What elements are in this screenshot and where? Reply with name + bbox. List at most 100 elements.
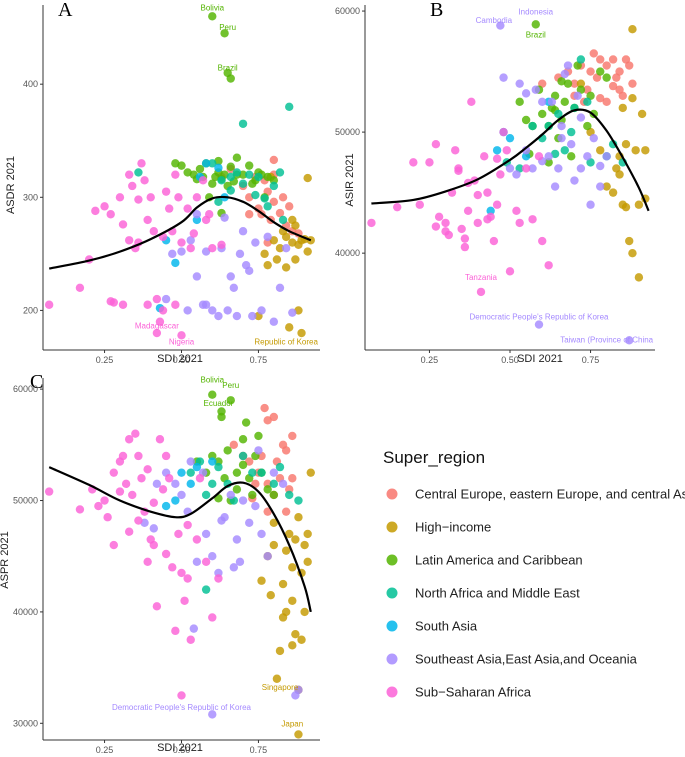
x-tick-label: 0.50 (173, 745, 191, 755)
data-point-se (186, 236, 195, 245)
data-point-se (223, 306, 232, 315)
data-point-ss (146, 193, 155, 202)
y-tick-label: 300 (23, 192, 38, 202)
data-point-hi (275, 243, 285, 253)
data-point-se (512, 170, 521, 179)
data-point-na (260, 194, 269, 203)
data-point-hi (618, 103, 627, 113)
data-point-se (201, 247, 211, 256)
data-point-hi (257, 576, 266, 585)
data-point-se (248, 311, 257, 321)
data-point-ss (124, 435, 134, 444)
data-point-hi (628, 25, 637, 34)
data-point-ss (208, 613, 217, 622)
data-point-ss (217, 240, 226, 250)
x-tick-label: 0.75 (250, 745, 268, 755)
data-point-se (251, 238, 260, 247)
data-point-hi (625, 236, 634, 246)
data-point-ss (174, 529, 183, 539)
data-point-hi (288, 563, 297, 572)
point-annotation: Republic of Korea (254, 337, 318, 346)
data-point-la (208, 12, 217, 21)
data-point-se (192, 272, 202, 281)
data-point-hi (303, 557, 312, 566)
data-point-sa (186, 479, 195, 489)
data-point-na (245, 170, 254, 179)
data-point-se (229, 283, 239, 292)
x-tick-label: 0.25 (96, 355, 114, 365)
data-point-se (201, 529, 211, 539)
x-tick-label: 0.25 (421, 355, 439, 365)
data-point-sa (171, 496, 180, 505)
data-point-hi (272, 255, 282, 264)
legend-label: Sub−Saharan Africa (415, 685, 532, 700)
data-point-hi (291, 629, 300, 639)
data-point-ss (131, 429, 140, 438)
data-point-se (161, 294, 171, 304)
data-point-ss (171, 626, 180, 636)
data-point-se (602, 152, 611, 161)
data-point-la (232, 468, 242, 477)
data-point-na (232, 168, 242, 177)
panel-b-xlabel: SDI 2021 (517, 353, 563, 365)
data-point-ce (263, 416, 272, 425)
data-point-na (285, 490, 294, 500)
data-point-se (499, 73, 508, 82)
y-tick-label: 40000 (335, 248, 360, 258)
data-point-la (177, 161, 186, 170)
data-point-ss (174, 193, 183, 202)
panel-b-ylabel: ASIR 2021 (344, 153, 356, 206)
data-point-hi (291, 255, 300, 264)
data-point-ss (137, 159, 146, 168)
data-point-hi (631, 146, 640, 155)
data-point-ce (260, 403, 269, 413)
data-point-ss (75, 283, 85, 292)
data-point-ss (158, 306, 168, 315)
data-point-ss (171, 170, 180, 179)
data-point-na (251, 190, 260, 200)
data-point-la (263, 172, 272, 182)
data-point-hi (285, 323, 294, 332)
panel-c: C 0.25 0.50 0.75 30000 40000 50000 60000 SDI 2… (0, 371, 320, 755)
data-point-se (576, 113, 586, 122)
data-point-ss (505, 267, 515, 276)
data-point-ss (496, 170, 505, 179)
data-point-hi (288, 596, 297, 605)
data-point-sa (161, 501, 171, 511)
x-tick-label: 0.75 (250, 355, 268, 365)
data-point-ce (288, 431, 297, 441)
data-point-ss (161, 451, 171, 461)
legend-label: South Asia (415, 619, 478, 634)
data-point-se (257, 306, 266, 315)
data-point-se (281, 243, 291, 253)
data-point-se (254, 446, 263, 455)
data-point-ss (183, 520, 192, 530)
data-point-se (505, 164, 515, 173)
data-point-sa (208, 457, 217, 466)
data-point-ss (528, 215, 537, 224)
data-point-ss (451, 146, 460, 155)
data-point-ce (245, 457, 254, 466)
data-point-se (235, 557, 245, 566)
legend-label: Southeast Asia,East Asia,and Oceania (415, 652, 638, 667)
data-point-ce (229, 440, 239, 450)
data-point-na (263, 202, 272, 211)
data-point-ss (124, 527, 134, 536)
data-point-se (149, 524, 158, 533)
data-point-se (208, 552, 217, 561)
data-point-hi (294, 513, 303, 522)
y-tick-label: 30000 (13, 718, 38, 728)
data-point-se (596, 182, 605, 191)
data-point-ce (269, 155, 279, 165)
data-point-ss (149, 498, 158, 507)
point-annotation: Democratic People's Republic of Korea (112, 703, 251, 712)
legend-key-se (386, 653, 398, 665)
data-point-ss (538, 236, 547, 246)
panel-c-letter: C (30, 371, 43, 393)
data-point-ss (177, 691, 186, 700)
data-point-se (257, 529, 266, 539)
data-point-na (285, 102, 294, 112)
data-point-na (248, 468, 257, 477)
data-point-ss (441, 218, 450, 228)
data-point-ss (544, 261, 553, 270)
